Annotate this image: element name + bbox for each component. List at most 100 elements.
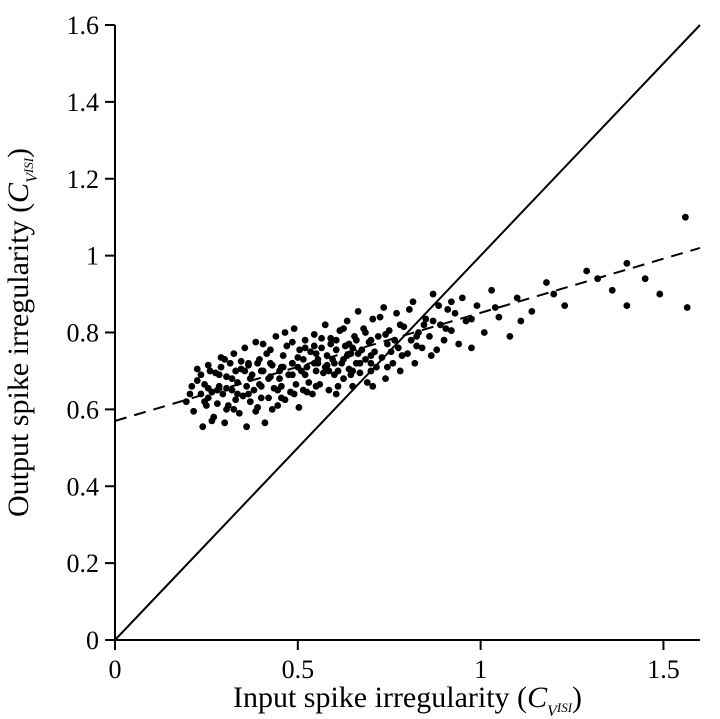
identity-line [115,25,700,640]
data-point [251,387,258,394]
data-point [393,310,400,317]
data-point [313,350,320,357]
data-point [274,387,281,394]
data-point [311,331,318,338]
data-point [333,337,340,344]
data-point [506,333,513,340]
data-point [435,302,442,309]
data-point [318,335,325,342]
data-point [380,304,387,311]
data-point [313,368,320,375]
data-point [327,341,334,348]
data-point [349,368,356,375]
data-point [247,398,254,405]
data-point [183,398,190,405]
data-point [289,371,296,378]
data-point [245,391,252,398]
data-point [488,287,495,294]
data-point [221,419,228,426]
data-point [214,400,221,407]
data-point [187,391,194,398]
data-point [609,287,616,294]
data-point [276,375,283,382]
data-point [528,308,535,315]
data-point [221,356,228,363]
x-tick-label: 1.5 [647,655,680,684]
data-point [214,387,221,394]
data-point [433,346,440,353]
data-point [302,371,309,378]
data-point [241,368,248,375]
data-point [384,341,391,348]
data-point [623,302,630,309]
y-axis-title: Output spike irregularity (CVISI) [2,148,41,517]
data-point [349,344,356,351]
data-point [199,423,206,430]
data-point [267,346,274,353]
data-point [543,279,550,286]
data-point [265,375,272,382]
data-point [272,333,279,340]
data-point [282,329,289,336]
data-point [234,391,241,398]
data-point [410,298,417,305]
data-point [373,364,380,371]
data-point [437,321,444,328]
data-point [267,360,274,367]
data-point [550,291,557,298]
data-point [452,310,459,317]
data-point [278,364,285,371]
data-point [223,385,230,392]
x-tick-label: 0 [109,655,122,684]
data-point [302,344,309,351]
data-point [236,410,243,417]
data-point [304,364,311,371]
data-point [232,368,239,375]
x-axis-title: Input spike irregularity (CVISI) [233,681,582,719]
data-point [369,383,376,390]
data-point [492,304,499,311]
data-point [216,371,223,378]
data-point [305,379,312,386]
data-point [331,360,338,367]
data-point [333,346,340,353]
data-point [243,383,250,390]
data-point [368,368,375,375]
data-point [397,368,404,375]
data-point [198,391,205,398]
scatter-chart: 00.511.500.20.40.60.811.21.41.6Input spi… [0,0,720,719]
data-point [459,295,466,302]
data-point [252,339,259,346]
data-point [340,325,347,332]
data-point [444,306,451,313]
data-point [208,418,215,425]
data-point [283,343,290,350]
data-point [252,408,259,415]
data-point [198,371,205,378]
data-point [455,341,462,348]
data-point [335,383,342,390]
data-point [265,394,272,401]
data-point [293,381,300,388]
data-point [258,368,265,375]
data-point [368,360,375,367]
data-point [218,364,225,371]
data-point [205,362,212,369]
data-point [382,331,389,338]
data-point [194,366,201,373]
data-point [474,302,481,309]
data-point [232,396,239,403]
data-point [421,321,428,328]
y-tick-label: 0.2 [67,549,100,578]
data-point [379,354,386,361]
data-point [269,406,276,413]
data-point [364,379,371,386]
data-point [389,360,396,367]
data-point [382,375,389,382]
data-point [362,329,369,336]
y-tick-label: 0 [86,626,99,655]
data-point [397,321,404,328]
data-point [201,398,208,405]
data-point [241,344,248,351]
data-point [280,352,287,359]
